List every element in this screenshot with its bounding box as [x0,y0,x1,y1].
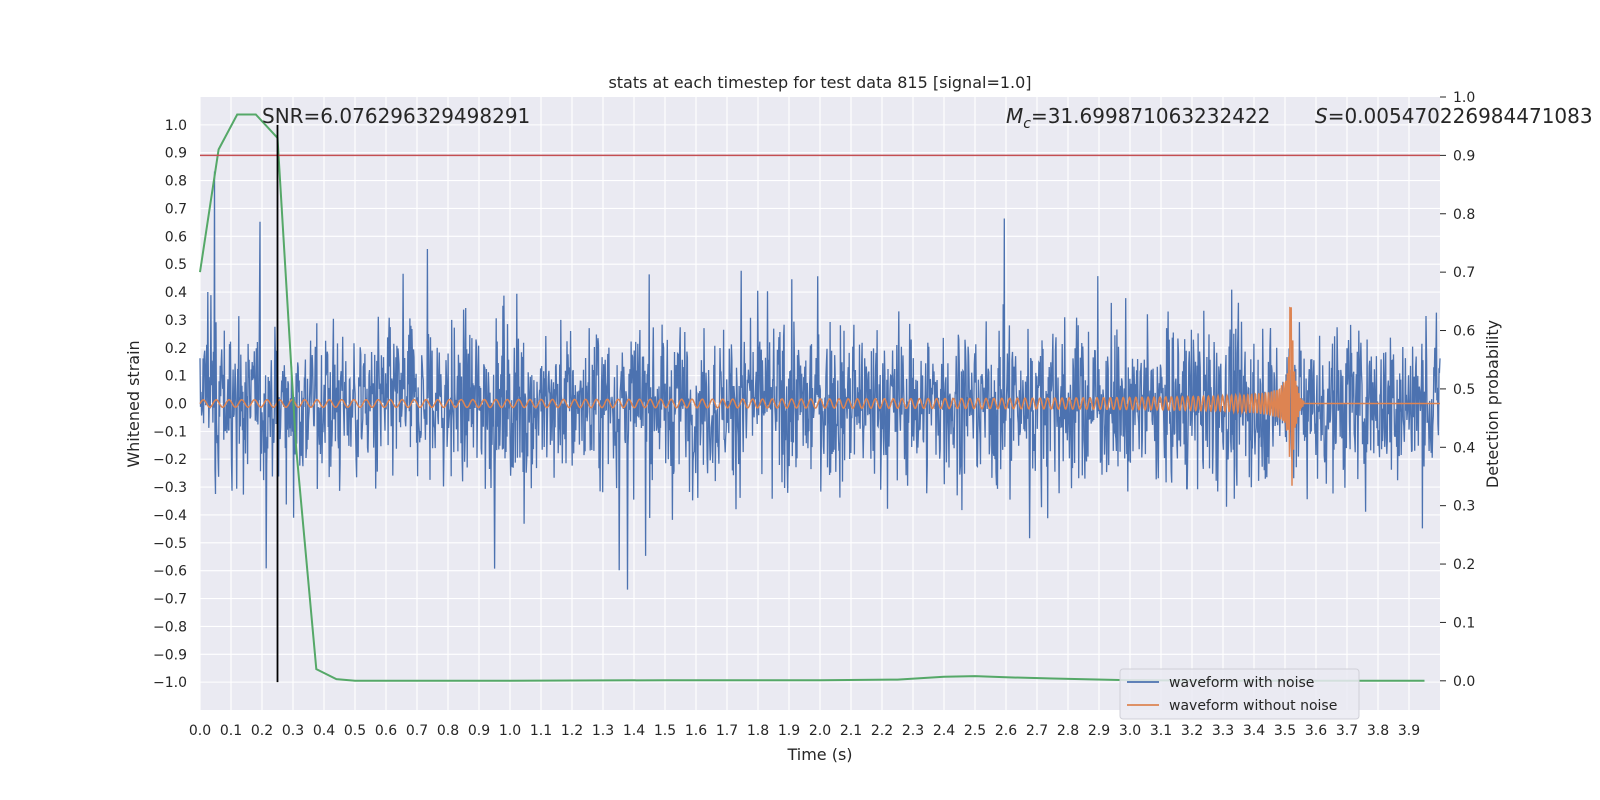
x-tick-labels: 0.0 0.1 0.2 0.3 0.4 0.5 0.6 0.7 0.8 0.9 1.0 1.1 1.2 1… [189,723,1420,739]
x-tick-label-13: 1.3 [592,723,614,739]
x-tick-label-23: 2.3 [902,723,924,739]
y-tick-label-18: −0.8 [153,619,187,635]
y-tick-label-20: −1.0 [153,675,187,691]
legend-box [1119,668,1360,720]
legend-label-noise: waveform with noise [1169,675,1314,691]
legend: waveform with noise waveform without noi… [1119,668,1360,720]
y2-tick-label-10: 0.0 [1453,674,1475,690]
x-tick-label-6: 0.6 [375,723,397,739]
chirp-mass-subscript: c [1023,116,1031,132]
x-axis-label: Time (s) [786,745,852,764]
chart-title: stats at each timestep for test data 815… [608,73,1031,92]
s-symbol: S [1315,104,1328,128]
x-tick-label-14: 1.4 [623,723,645,739]
x-tick-label-37: 3.7 [1336,723,1358,739]
x-tick-label-32: 3.2 [1181,723,1203,739]
y-tick-label-12: −0.2 [153,452,187,468]
y-tick-label-1: 0.9 [165,146,187,162]
chirp-mass-symbol: M [1006,104,1023,128]
x-tick-label-3: 0.3 [282,723,304,739]
x-tick-label-29: 2.9 [1088,723,1110,739]
overlays [200,124,1440,683]
y-tick-label-17: −0.7 [153,592,187,608]
x-tick-label-30: 3.0 [1119,723,1141,739]
x-tick-label-27: 2.7 [1026,723,1048,739]
x-tick-label-18: 1.8 [747,723,769,739]
y2-tick-label-2: 0.8 [1453,207,1475,223]
x-tick-label-8: 0.8 [437,723,459,739]
chirp-mass-annotation: Mc=31.699871063232422 [1006,104,1270,132]
x-tick-label-21: 2.1 [840,723,862,739]
x-tick-label-16: 1.6 [685,723,707,739]
x-tick-label-0: 0.0 [189,723,211,739]
y-tick-label-14: −0.4 [153,508,187,524]
series-waveform-with-noise [199,171,1441,590]
snr-annotation: SNR=6.076296329498291 [262,104,530,128]
y-tick-labels: 1.0 0.9 0.8 0.7 0.6 0.5 0.4 0.3 0.2 0.1 0.0 −0.1 −0.… [153,118,187,691]
y-tick-label-2: 0.8 [165,174,187,190]
y2-axis-label: Detection probability [1483,320,1502,488]
y-tick-label-15: −0.5 [153,536,187,552]
y2-tick-label-7: 0.3 [1453,499,1475,515]
y-tick-label-6: 0.4 [165,285,187,301]
y-tick-label-8: 0.2 [165,341,187,357]
x-tick-label-2: 0.2 [251,723,273,739]
x-tick-label-7: 0.7 [406,723,428,739]
x-tick-label-1: 0.1 [220,723,242,739]
y2-tick-label-1: 0.9 [1453,148,1475,164]
x-tick-label-31: 3.1 [1150,723,1172,739]
s-annotation: S=0.005470226984471083 [1315,104,1593,128]
y-tick-label-13: −0.3 [153,480,187,496]
x-tick-label-22: 2.2 [871,723,893,739]
y2-tick-label-4: 0.6 [1453,324,1475,340]
x-tick-label-17: 1.7 [716,723,738,739]
y2-tick-label-6: 0.4 [1453,440,1475,456]
x-tick-label-26: 2.6 [995,723,1017,739]
x-tick-label-25: 2.5 [964,723,986,739]
y-tick-label-19: −0.9 [153,647,187,663]
x-tick-label-36: 3.6 [1305,723,1327,739]
y-tick-label-9: 0.1 [165,369,187,385]
y-tick-label-7: 0.3 [165,313,187,329]
x-tick-label-34: 3.4 [1243,723,1265,739]
y2-tick-label-8: 0.2 [1453,557,1475,573]
x-tick-label-35: 3.5 [1274,723,1296,739]
x-tick-label-39: 3.9 [1398,723,1420,739]
x-tick-label-15: 1.5 [654,723,676,739]
y-axis-label: Whitened strain [124,340,143,467]
x-tick-label-4: 0.4 [313,723,335,739]
x-tick-label-5: 0.5 [344,723,366,739]
y-tick-label-5: 0.5 [165,257,187,273]
x-tick-label-38: 3.8 [1367,723,1389,739]
chirp-mass-value: =31.699871063232422 [1031,104,1270,128]
y2-tick-label-0: 1.0 [1453,90,1475,106]
x-tick-label-12: 1.2 [561,723,583,739]
x-tick-label-24: 2.4 [933,723,955,739]
y-tick-label-16: −0.6 [153,564,187,580]
y-tick-label-10: 0.0 [165,397,187,413]
x-tick-label-11: 1.1 [530,723,552,739]
s-value: =0.005470226984471083 [1328,104,1593,128]
y2-tick-label-3: 0.7 [1453,265,1475,281]
x-tick-label-33: 3.3 [1212,723,1234,739]
x-tick-label-20: 2.0 [809,723,831,739]
y-tick-label-11: −0.1 [153,424,187,440]
y-tick-label-0: 1.0 [165,118,187,134]
x-tick-label-19: 1.9 [778,723,800,739]
series-waveform-without-noise [199,306,1440,486]
y-tick-label-4: 0.6 [165,229,187,245]
x-tick-label-9: 0.9 [468,723,490,739]
x-tick-label-10: 1.0 [499,723,521,739]
noise-waveform-line [199,171,1441,590]
y2-tick-label-9: 0.1 [1453,615,1475,631]
y2-tick-labels: 1.0 0.9 0.8 0.7 0.6 0.5 0.4 0.3 0.2 0.1 0.0 [1440,90,1475,690]
y-tick-label-3: 0.7 [165,201,187,217]
x-tick-label-28: 2.8 [1057,723,1079,739]
legend-label-clean: waveform without noise [1169,698,1337,714]
clean-waveform-line [199,306,1440,486]
y2-tick-label-5: 0.5 [1453,382,1475,398]
